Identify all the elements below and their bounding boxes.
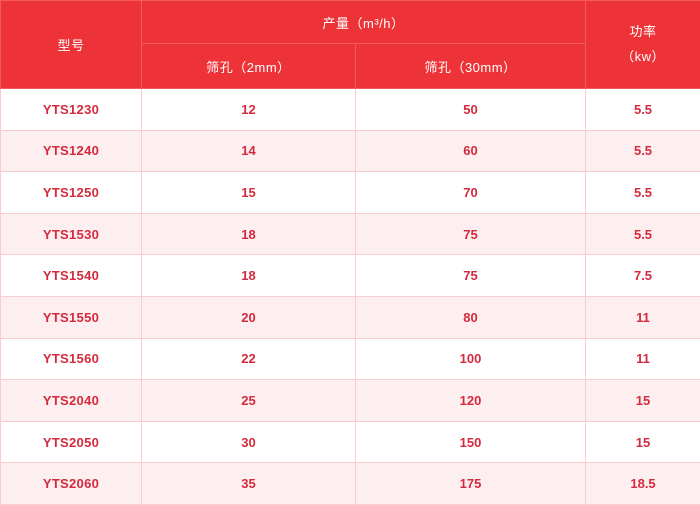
cell-output-2mm: 22 bbox=[142, 338, 356, 380]
cell-model: YTS1240 bbox=[1, 130, 142, 172]
cell-output-30mm: 75 bbox=[356, 213, 586, 255]
cell-power: 15 bbox=[586, 421, 700, 463]
cell-power: 15 bbox=[586, 380, 700, 422]
cell-output-30mm: 80 bbox=[356, 296, 586, 338]
cell-power: 11 bbox=[586, 296, 700, 338]
cell-model: YTS1530 bbox=[1, 213, 142, 255]
cell-output-30mm: 60 bbox=[356, 130, 586, 172]
cell-output-30mm: 50 bbox=[356, 89, 586, 131]
cell-model: YTS1550 bbox=[1, 296, 142, 338]
cell-power: 18.5 bbox=[586, 463, 700, 505]
cell-model: YTS1250 bbox=[1, 172, 142, 214]
cell-output-30mm: 175 bbox=[356, 463, 586, 505]
cell-model: YTS1540 bbox=[1, 255, 142, 297]
column-header-output: 产量（m³/h） bbox=[142, 1, 586, 44]
column-header-power: 功率 （kw） bbox=[586, 1, 700, 89]
column-header-screen-30mm: 筛孔（30mm） bbox=[356, 44, 586, 89]
cell-output-2mm: 35 bbox=[142, 463, 356, 505]
cell-output-2mm: 18 bbox=[142, 213, 356, 255]
cell-output-2mm: 30 bbox=[142, 421, 356, 463]
cell-power: 5.5 bbox=[586, 213, 700, 255]
cell-power: 5.5 bbox=[586, 172, 700, 214]
cell-model: YTS1230 bbox=[1, 89, 142, 131]
cell-output-2mm: 14 bbox=[142, 130, 356, 172]
column-header-power-title: 功率 bbox=[586, 20, 700, 45]
column-header-screen-2mm: 筛孔（2mm） bbox=[142, 44, 356, 89]
cell-model: YTS1560 bbox=[1, 338, 142, 380]
cell-power: 11 bbox=[586, 338, 700, 380]
column-header-model: 型号 bbox=[1, 1, 142, 89]
cell-output-30mm: 75 bbox=[356, 255, 586, 297]
header-row-primary: 型号 产量（m³/h） 功率 （kw） bbox=[1, 1, 700, 44]
cell-output-2mm: 18 bbox=[142, 255, 356, 297]
cell-output-30mm: 120 bbox=[356, 380, 586, 422]
cell-model: YTS2040 bbox=[1, 380, 142, 422]
cell-model: YTS2060 bbox=[1, 463, 142, 505]
cell-power: 5.5 bbox=[586, 89, 700, 131]
cell-power: 7.5 bbox=[586, 255, 700, 297]
cell-output-2mm: 15 bbox=[142, 172, 356, 214]
cell-output-30mm: 70 bbox=[356, 172, 586, 214]
cell-power: 5.5 bbox=[586, 130, 700, 172]
cell-output-2mm: 12 bbox=[142, 89, 356, 131]
cell-output-2mm: 20 bbox=[142, 296, 356, 338]
column-header-power-unit: （kw） bbox=[586, 45, 700, 70]
cell-model: YTS2050 bbox=[1, 421, 142, 463]
cell-output-30mm: 150 bbox=[356, 421, 586, 463]
cell-output-2mm: 25 bbox=[142, 380, 356, 422]
table-header: 型号 产量（m³/h） 功率 （kw） 筛孔（2mm） 筛孔（30mm） bbox=[1, 1, 700, 89]
cell-output-30mm: 100 bbox=[356, 338, 586, 380]
